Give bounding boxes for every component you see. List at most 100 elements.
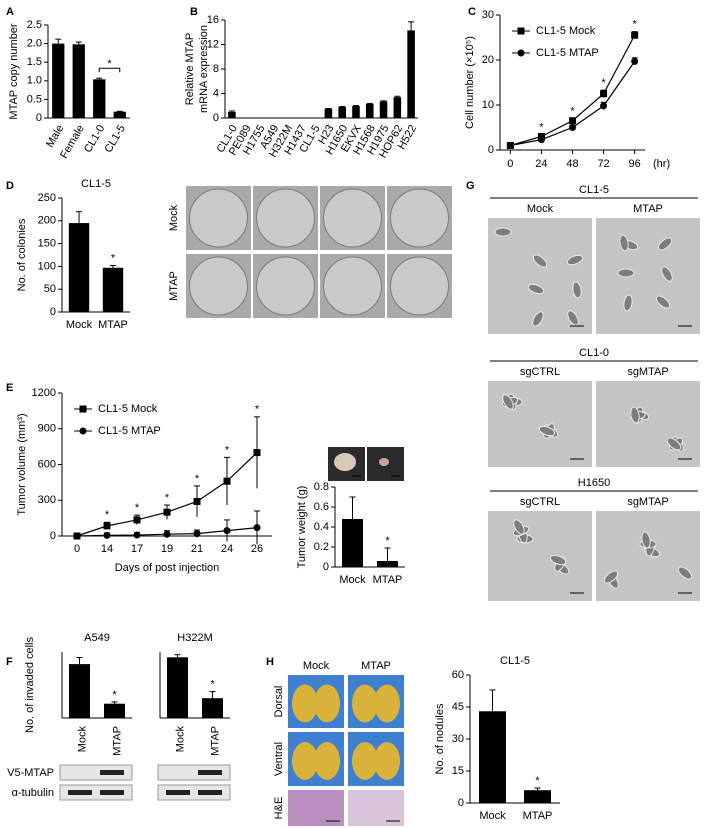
cell (655, 295, 671, 309)
blot (157, 784, 231, 801)
cell (603, 570, 619, 584)
y-tick-label: 16 (207, 14, 219, 26)
cell (661, 266, 673, 282)
legend-marker (517, 27, 525, 35)
lung-lobe (352, 684, 378, 723)
bar (113, 111, 126, 118)
bar (324, 108, 333, 118)
lung-lobe (314, 684, 340, 723)
marker (193, 530, 201, 538)
row-label: H&E (273, 797, 285, 820)
y-tick-label: 0 (488, 144, 494, 156)
bar (342, 519, 363, 567)
bar (338, 106, 346, 118)
bar (479, 711, 506, 803)
panel-letter: A (6, 6, 14, 18)
y-tick-label: 1200 (32, 387, 56, 399)
annotation: * (535, 775, 540, 787)
cell (572, 281, 582, 299)
plate (256, 256, 315, 316)
cell (532, 311, 544, 327)
bar (72, 44, 85, 118)
marker (193, 497, 201, 505)
row-label: MTAP (168, 271, 180, 301)
legend-label: CL1-5 MTAP (98, 425, 161, 437)
marker (506, 142, 514, 149)
x-tick-label: MTAP (111, 726, 123, 756)
blot-label: V5-MTAP (7, 767, 54, 779)
annotation: * (633, 19, 638, 31)
x-axis-label: Days of post injection (115, 562, 220, 574)
row-label: Mock (168, 204, 180, 231)
cell (549, 554, 567, 566)
micrograph (596, 381, 700, 467)
y-axis-label: Cell number (×10⁵) (464, 36, 476, 129)
panel-letter: F (6, 656, 13, 668)
x-tick-label: MTAP (209, 726, 221, 756)
marker (163, 508, 171, 516)
cell (527, 283, 545, 295)
group-title: CL1-5 (579, 184, 609, 196)
blot (59, 784, 133, 801)
y-tick-label: 200 (38, 215, 56, 227)
plate (323, 188, 382, 248)
bar (102, 267, 124, 312)
y-tick-label: 0.5 (27, 93, 42, 105)
annotation: * (195, 473, 200, 485)
y-tick-label: 1.5 (27, 56, 42, 68)
x-tick-label: 24 (221, 543, 233, 555)
column-label: MTAP (633, 203, 663, 215)
legend-label: CL1-5 Mock (98, 403, 158, 415)
micrograph (488, 381, 592, 467)
tumor (334, 453, 356, 471)
band (198, 790, 222, 795)
chart-title: CL1-5 (500, 655, 530, 667)
x-tick-label: Mock (339, 574, 366, 586)
y-tick-label: 60 (452, 669, 464, 681)
blot-label: α-tubulin (12, 787, 54, 799)
x-tick-label: Mock (66, 319, 93, 331)
y-tick-label: 250 (38, 192, 56, 204)
y-tick-label: 2.0 (27, 38, 42, 50)
y-tick-label: 0 (458, 797, 464, 809)
bar (377, 561, 398, 567)
plate (256, 188, 315, 248)
annotation: * (210, 679, 215, 691)
column-label: sgCTRL (520, 366, 560, 378)
annotation: * (107, 58, 112, 70)
x-tick-label: MTAP (98, 319, 128, 331)
y-tick-label: 15 (452, 765, 464, 777)
y-tick-label: 1.0 (27, 75, 42, 87)
lung-lobe (292, 684, 318, 723)
x-tick-label: 19 (161, 543, 173, 555)
legend-marker (79, 405, 87, 413)
annotation: * (112, 689, 117, 701)
y-tick-label: 0 (36, 112, 42, 124)
cell (567, 310, 579, 326)
bar (407, 30, 415, 119)
bar (68, 223, 90, 312)
y-tick-label: 10 (482, 99, 494, 111)
bar (379, 101, 388, 118)
annotation: * (255, 404, 260, 416)
histology (348, 790, 404, 826)
y-tick-label: 0 (213, 112, 219, 124)
cell (657, 237, 673, 251)
column-label: sgMTAP (627, 366, 668, 378)
bar (69, 664, 90, 718)
y-tick-label: 0.2 (314, 541, 329, 553)
y-tick-label: 30 (482, 9, 494, 21)
marker (223, 527, 231, 535)
panel-letter: H (266, 656, 274, 668)
marker (569, 117, 576, 125)
y-axis-label: Tumor weight (g) (296, 486, 308, 569)
x-tick-label: Mock (76, 726, 88, 753)
micrograph (596, 218, 700, 334)
legend-label: CL1-5 MTAP (536, 47, 599, 59)
x-tick-label: 17 (131, 543, 143, 555)
plate (189, 188, 248, 248)
panel-letter: B (190, 6, 198, 18)
chart-title: H322M (177, 632, 212, 644)
cell (630, 406, 640, 424)
bar (202, 698, 223, 718)
